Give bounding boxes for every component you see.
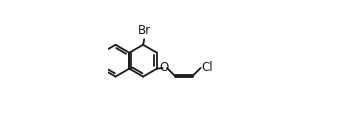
Text: Cl: Cl bbox=[201, 61, 213, 74]
Text: Br: Br bbox=[138, 24, 151, 37]
Text: O: O bbox=[160, 61, 169, 74]
